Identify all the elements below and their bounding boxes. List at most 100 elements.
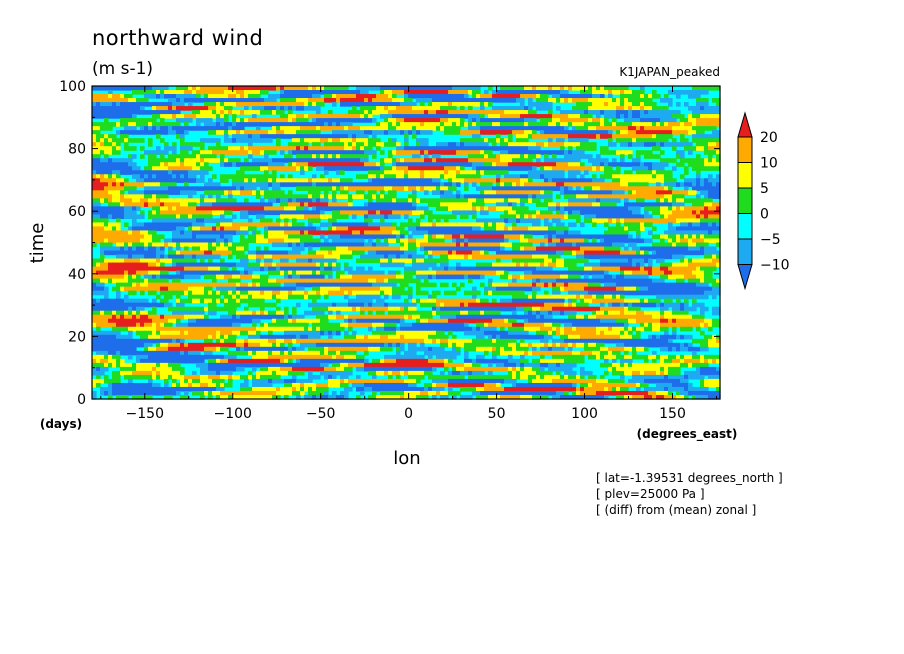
heatmap-cell [680,114,685,119]
heatmap-cell [616,186,621,191]
heatmap-cell [364,106,369,111]
heatmap-cell [212,102,217,107]
heatmap-cell [572,206,577,211]
heatmap-cell [708,234,713,240]
heatmap-cell [592,130,597,135]
heatmap-cell [564,234,569,240]
heatmap-cell [440,102,445,107]
heatmap-cell [148,182,153,187]
heatmap-cell [424,186,429,191]
heatmap-cell [312,230,317,236]
heatmap-cell [224,90,229,95]
heatmap-cell [132,234,137,240]
heatmap-cell [296,90,301,95]
heatmap-cell [708,210,713,216]
heatmap-cell [192,210,197,216]
heatmap-cell [384,206,389,211]
heatmap-cell [292,206,297,211]
heatmap-cell [92,130,97,135]
heatmap-cell [340,170,345,175]
heatmap-cell [664,178,669,183]
heatmap-cell [152,170,157,175]
heatmap-cell [532,142,537,147]
heatmap-cell [448,226,453,232]
heatmap-cell [252,182,257,187]
heatmap-cell [620,218,625,224]
heatmap-cell [668,126,673,131]
heatmap-cell [640,98,645,103]
heatmap-cell [636,198,641,203]
heatmap-cell [576,230,581,236]
heatmap-cell [672,130,677,135]
heatmap-cell [236,158,241,163]
heatmap-cell [100,102,105,107]
heatmap-cell [580,174,585,179]
heatmap-cell [208,106,213,111]
heatmap-cell [368,238,373,244]
heatmap-cell [440,238,445,244]
heatmap-cell [692,114,697,119]
heatmap-cell [344,190,349,195]
heatmap-cell [352,134,357,139]
heatmap-cell [120,210,125,216]
heatmap-cell [612,142,617,147]
heatmap-cell [400,110,405,115]
heatmap-cell [300,126,305,131]
heatmap-cell [652,202,657,207]
heatmap-cell [424,170,429,175]
heatmap-cell [320,234,325,240]
heatmap-cell [696,174,701,179]
heatmap-cell [608,230,613,236]
heatmap-cell [256,146,261,151]
heatmap-cell [552,206,557,211]
heatmap-cell [536,202,541,207]
heatmap-cell [288,210,293,216]
heatmap-cell [272,94,277,99]
heatmap-cell [644,174,649,179]
heatmap-cell [680,138,685,143]
heatmap-cell [552,218,557,224]
heatmap-cell [396,226,401,232]
heatmap-cell [700,214,705,220]
heatmap-cell [668,130,673,135]
heatmap-cell [420,174,425,179]
heatmap-cell [280,226,285,232]
heatmap-cell [216,206,221,211]
heatmap-cell [448,166,453,171]
heatmap-cell [500,146,505,151]
heatmap-cell [692,110,697,115]
heatmap-cell [456,118,461,123]
heatmap-cell [472,166,477,171]
heatmap-cell [328,186,333,191]
heatmap-cell [676,210,681,216]
heatmap-cell [212,210,217,216]
heatmap-cell [368,142,373,147]
heatmap-cell [628,106,633,111]
heatmap-cell [656,198,661,203]
heatmap-cell [692,198,697,203]
heatmap-cell [284,226,289,232]
heatmap-cell [308,234,313,240]
heatmap-cell [172,114,177,119]
heatmap-cell [320,174,325,179]
heatmap-cell [144,86,149,91]
heatmap-cell [712,110,717,115]
heatmap-cell [392,186,397,191]
heatmap-cell [168,190,173,195]
heatmap-cell [236,174,241,179]
heatmap-cell [472,178,477,183]
heatmap-cell [372,154,377,159]
heatmap-cell [524,226,529,232]
heatmap-cell [596,102,601,107]
heatmap-cell [340,162,345,167]
heatmap-cell [428,110,433,115]
heatmap-cell [256,118,261,123]
heatmap-cell [176,178,181,183]
heatmap-cell [276,234,281,240]
heatmap-cell [256,190,261,195]
heatmap-cell [148,90,153,95]
heatmap-cell [408,114,413,119]
heatmap-cell [316,210,321,216]
heatmap-cell [500,138,505,143]
heatmap-cell [200,170,205,175]
